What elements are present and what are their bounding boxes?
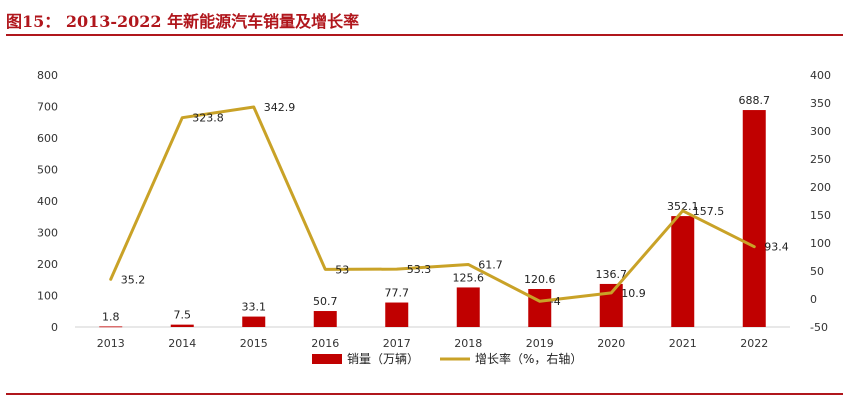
- y-left-tick-label: 200: [37, 258, 58, 271]
- title-divider: [6, 34, 843, 36]
- bar: [599, 283, 623, 327]
- x-tick-label: 2020: [597, 337, 625, 350]
- x-tick-label: 2015: [240, 337, 268, 350]
- y-right-tick-label: 200: [810, 181, 831, 194]
- bar: [742, 110, 766, 327]
- y-left-tick-label: 100: [37, 290, 58, 303]
- bar-data-label: 77.7: [385, 287, 410, 300]
- y-right-tick-label: 150: [810, 209, 831, 222]
- y-right-tick-label: 100: [810, 237, 831, 250]
- line-data-label: 93.4: [764, 241, 789, 254]
- line-data-label: 53.3: [407, 263, 432, 276]
- y-right-tick-label: 0: [810, 293, 817, 306]
- bar-data-label: 1.8: [102, 310, 120, 323]
- bar: [385, 302, 409, 327]
- y-left-tick-label: 500: [37, 164, 58, 177]
- line-data-label: 35.2: [121, 273, 146, 286]
- line-data-label: 157.5: [693, 205, 725, 218]
- bar: [313, 311, 337, 327]
- line-data-label: 53: [335, 263, 349, 276]
- chart-title: 图15： 2013-2022 年新能源汽车销量及增长率: [6, 12, 360, 31]
- bar-data-label: 136.7: [596, 268, 628, 281]
- growth-line: [109, 105, 756, 303]
- bar-data-label: 125.6: [453, 271, 485, 284]
- y-left-tick-label: 400: [37, 195, 58, 208]
- bar-data-label: 50.7: [313, 295, 338, 308]
- y-right-tick-label: 400: [810, 69, 831, 82]
- bottom-divider: [6, 393, 843, 395]
- y-left-tick-label: 800: [37, 69, 58, 82]
- line-data-label: -4: [550, 295, 561, 308]
- x-tick-label: 2018: [454, 337, 482, 350]
- bar-data-label: 688.7: [739, 94, 771, 107]
- y-right-tick-label: 50: [810, 265, 824, 278]
- line-data-label: 323.8: [192, 112, 224, 125]
- legend-label-line: 增长率（%，右轴）: [475, 351, 582, 366]
- legend-label-bar: 销量（万辆）: [347, 352, 419, 366]
- line-data-label: 10.9: [621, 287, 646, 300]
- x-tick-label: 2019: [526, 337, 554, 350]
- line-data-label: 61.7: [478, 258, 503, 271]
- x-tick-label: 2022: [740, 337, 768, 350]
- bar: [528, 289, 552, 327]
- x-tick-label: 2021: [669, 337, 697, 350]
- y-left-tick-label: 0: [51, 321, 58, 334]
- x-tick-label: 2014: [168, 337, 196, 350]
- y-right-tick-label: -50: [810, 321, 828, 334]
- bar: [671, 216, 695, 327]
- y-right-tick-label: 350: [810, 97, 831, 110]
- x-tick-label: 2016: [311, 337, 339, 350]
- bar: [242, 316, 266, 327]
- bar-data-label: 33.1: [242, 301, 267, 314]
- line-data-label: 342.9: [264, 101, 296, 114]
- bar-data-label: 7.5: [174, 309, 192, 322]
- bar-data-label: 352.1: [667, 200, 699, 213]
- y-right-tick-label: 300: [810, 125, 831, 138]
- bar: [456, 287, 480, 327]
- y-left-tick-label: 300: [37, 227, 58, 240]
- legend-swatch-bar: [312, 354, 342, 364]
- y-right-tick-label: 250: [810, 153, 831, 166]
- y-left-tick-label: 600: [37, 132, 58, 145]
- x-tick-label: 2017: [383, 337, 411, 350]
- bar: [99, 326, 123, 328]
- x-tick-label: 2013: [97, 337, 125, 350]
- header: 图15： 2013-2022 年新能源汽车销量及增长率: [0, 0, 851, 40]
- y-left-tick-label: 700: [37, 101, 58, 114]
- bar-data-label: 120.6: [524, 273, 556, 286]
- bar: [170, 324, 194, 327]
